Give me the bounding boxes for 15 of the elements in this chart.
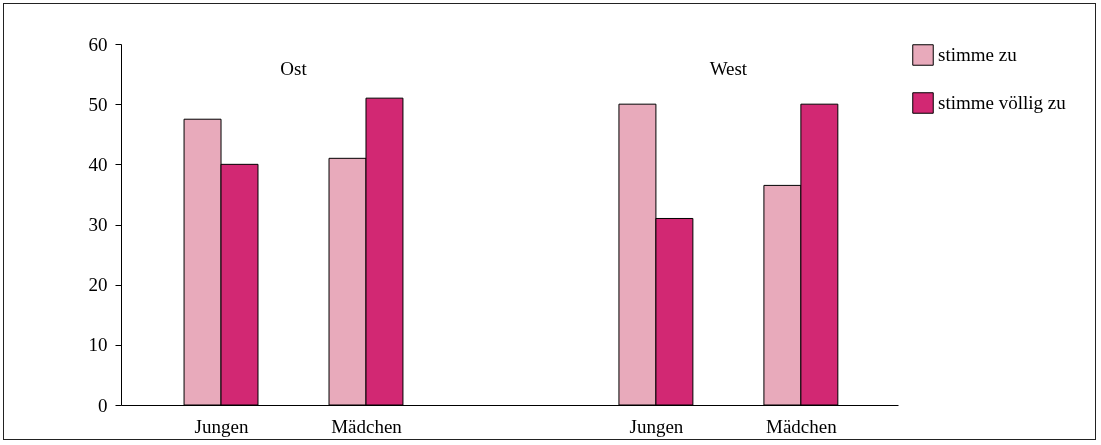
y-tick-label: 10 <box>88 334 108 356</box>
y-tick-label: 60 <box>88 33 108 55</box>
y-tick-label: 40 <box>88 153 108 175</box>
x-tick-label: Mädchen <box>766 415 838 437</box>
x-tick-label: Jungen <box>629 415 684 437</box>
legend-label: stimme zu <box>938 44 1018 65</box>
annotation: West <box>709 58 748 79</box>
y-tick-label: 0 <box>98 394 108 416</box>
y-tick-label: 50 <box>88 93 108 115</box>
x-tick-label: Jungen <box>194 415 249 437</box>
y-tick-label: 30 <box>88 214 108 235</box>
x-tick-label: Mädchen <box>331 415 403 437</box>
annotation: Ost <box>280 58 308 79</box>
legend-label: stimme völlig zu <box>938 92 1067 113</box>
y-tick-label: 20 <box>88 274 108 296</box>
